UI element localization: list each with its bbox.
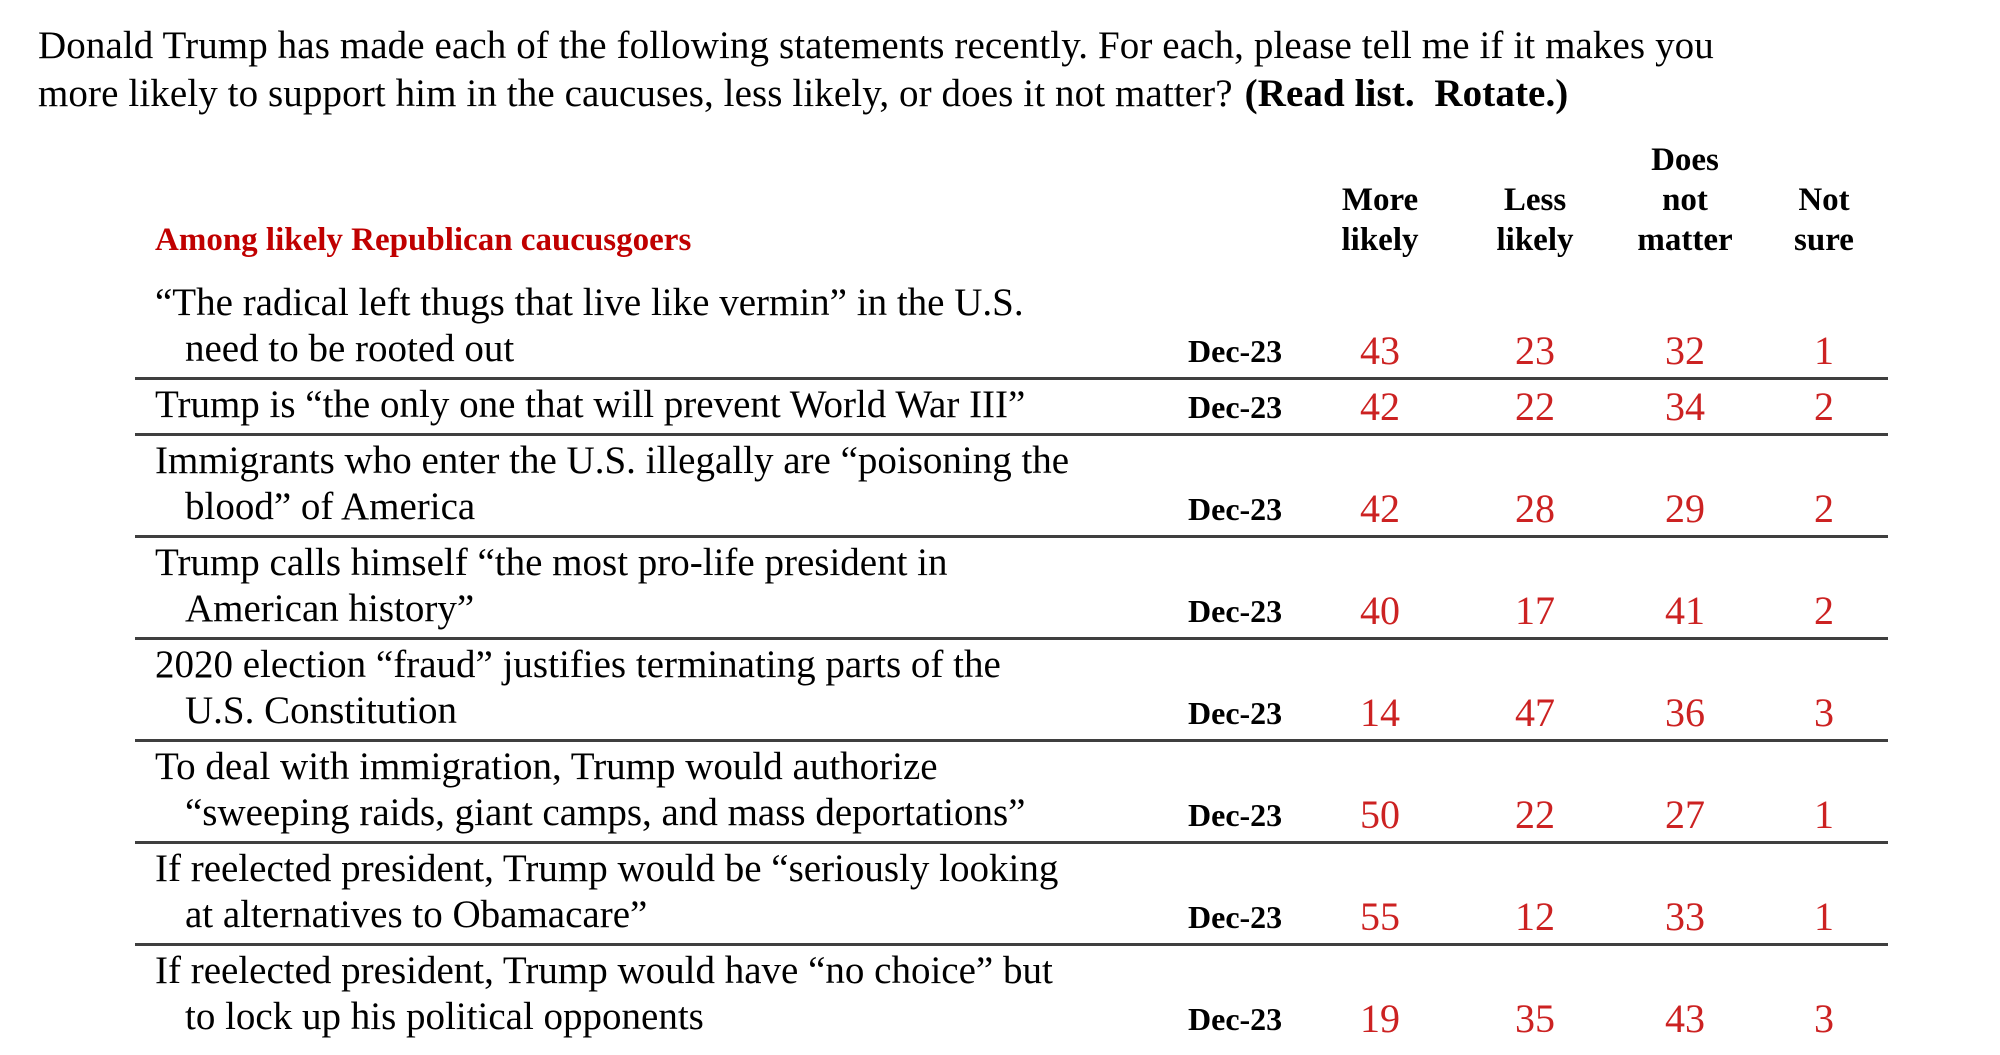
value-not-sure: 1: [1814, 894, 1834, 939]
question-instruction: (Read list. Rotate.): [1244, 72, 1569, 115]
population-label: Among likely Republican caucusgoers: [155, 222, 692, 258]
value-does-not-matter: 33: [1665, 894, 1705, 939]
statement-text: To deal with immigration, Trump would au…: [155, 745, 1026, 834]
value-more-likely: 50: [1360, 792, 1400, 837]
value-more-likely: 14: [1360, 690, 1400, 735]
date-label: Dec-23: [1188, 797, 1283, 833]
date-label: Dec-23: [1188, 389, 1283, 425]
value-less-likely: 22: [1515, 792, 1555, 837]
table-row: To deal with immigration, Trump would au…: [135, 742, 1888, 844]
table-row: “The radical left thugs that live like v…: [135, 278, 1888, 380]
value-more-likely: 40: [1360, 588, 1400, 633]
statement-text: Trump calls himself “the most pro-life p…: [155, 541, 948, 630]
value-more-likely: 43: [1360, 328, 1400, 373]
value-less-likely: 22: [1515, 384, 1555, 429]
column-header-more-likely: More likely: [1341, 182, 1419, 258]
date-label: Dec-23: [1188, 695, 1283, 731]
value-not-sure: 1: [1814, 792, 1834, 837]
table-header-row: Among likely Republican caucusgoers More…: [135, 138, 1888, 278]
table-row: Immigrants who enter the U.S. illegally …: [135, 436, 1888, 538]
column-header-less-likely: Less likely: [1496, 182, 1574, 258]
column-header-does-not-matter: Does not matter: [1637, 142, 1733, 258]
value-more-likely: 42: [1360, 384, 1400, 429]
value-not-sure: 3: [1814, 690, 1834, 735]
statement-text: 2020 election “fraud” justifies terminat…: [155, 643, 1001, 732]
statement-text: If reelected president, Trump would have…: [155, 949, 1053, 1038]
date-label: Dec-23: [1188, 1001, 1283, 1037]
value-more-likely: 55: [1360, 894, 1400, 939]
value-does-not-matter: 34: [1665, 384, 1705, 429]
value-does-not-matter: 41: [1665, 588, 1705, 633]
value-does-not-matter: 43: [1665, 996, 1705, 1041]
statement-text: Immigrants who enter the U.S. illegally …: [155, 439, 1070, 528]
value-less-likely: 12: [1515, 894, 1555, 939]
value-not-sure: 2: [1814, 486, 1834, 531]
date-label: Dec-23: [1188, 333, 1283, 369]
poll-results-table: Among likely Republican caucusgoers More…: [135, 138, 1888, 1045]
date-label: Dec-23: [1188, 593, 1283, 629]
date-label: Dec-23: [1188, 899, 1283, 935]
statement-text: If reelected president, Trump would be “…: [155, 847, 1059, 936]
table-row: 2020 election “fraud” justifies terminat…: [135, 640, 1888, 742]
table-row: If reelected president, Trump would be “…: [135, 844, 1888, 946]
value-does-not-matter: 36: [1665, 690, 1705, 735]
value-less-likely: 17: [1515, 588, 1555, 633]
value-does-not-matter: 32: [1665, 328, 1705, 373]
statement-text: Trump is “the only one that will prevent…: [155, 383, 1026, 426]
value-not-sure: 2: [1814, 588, 1834, 633]
value-not-sure: 1: [1814, 328, 1834, 373]
question-text: Donald Trump has made each of the follow…: [38, 22, 1960, 118]
date-label: Dec-23: [1188, 491, 1283, 527]
column-header-not-sure: Not sure: [1794, 182, 1854, 258]
value-less-likely: 35: [1515, 996, 1555, 1041]
value-does-not-matter: 29: [1665, 486, 1705, 531]
value-more-likely: 19: [1360, 996, 1400, 1041]
table-row: Trump calls himself “the most pro-life p…: [135, 538, 1888, 640]
value-less-likely: 47: [1515, 690, 1555, 735]
value-more-likely: 42: [1360, 486, 1400, 531]
value-not-sure: 3: [1814, 996, 1834, 1041]
value-not-sure: 2: [1814, 384, 1834, 429]
table-row: Trump is “the only one that will prevent…: [135, 380, 1888, 436]
statement-text: “The radical left thugs that live like v…: [155, 281, 1024, 370]
table-row: If reelected president, Trump would have…: [135, 946, 1888, 1045]
value-less-likely: 28: [1515, 486, 1555, 531]
value-does-not-matter: 27: [1665, 792, 1705, 837]
value-less-likely: 23: [1515, 328, 1555, 373]
question-body: Donald Trump has made each of the follow…: [38, 24, 1714, 115]
